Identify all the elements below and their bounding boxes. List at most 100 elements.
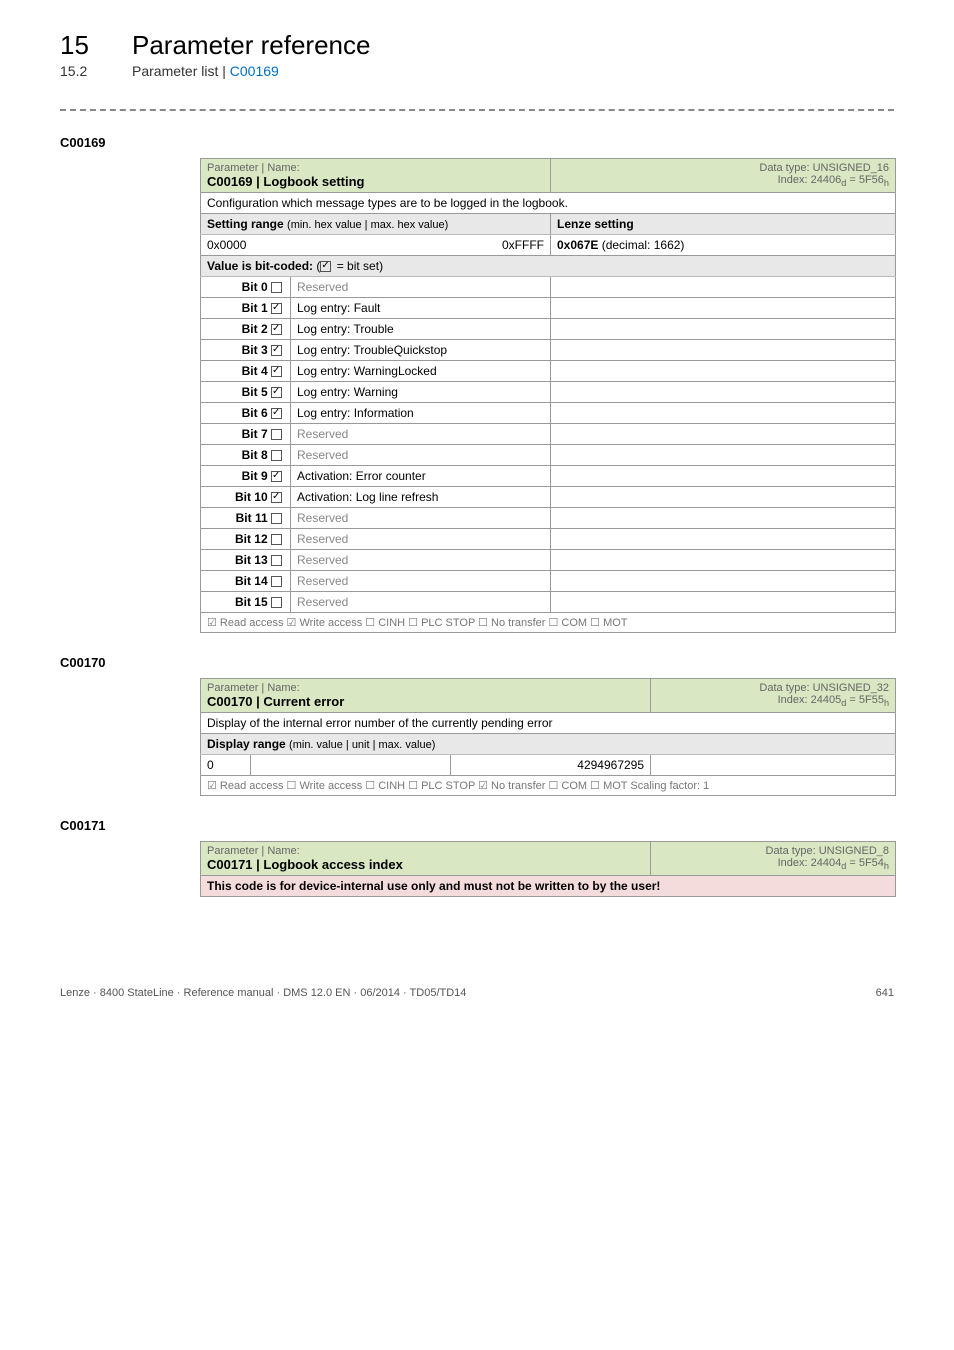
bit-text: Reserved: [291, 508, 551, 529]
bit-value: [551, 445, 896, 466]
display-max: 4294967295: [451, 755, 651, 776]
separator-dashes: [60, 99, 894, 111]
bit-label: Bit 6: [201, 403, 291, 424]
bit-text: Reserved: [291, 571, 551, 592]
bit-text: Activation: Error counter: [291, 466, 551, 487]
bit-checkbox: [271, 576, 282, 587]
bit-value: [551, 487, 896, 508]
chapter-number: 15: [60, 30, 132, 61]
bit-label: Bit 7: [201, 424, 291, 445]
param-header-left: Parameter | Name: C00169 | Logbook setti…: [201, 159, 551, 193]
bit-row: Bit 8 Reserved: [201, 445, 896, 466]
param-header-name: C00171 | Logbook access index: [207, 857, 644, 872]
param-header-name: C00170 | Current error: [207, 694, 644, 709]
bit-text: Log entry: Fault: [291, 298, 551, 319]
c00170-table-block: Parameter | Name: C00170 | Current error…: [200, 678, 894, 796]
c00170-code: C00170: [60, 655, 894, 670]
bit-value: [551, 424, 896, 445]
bit-value: [551, 298, 896, 319]
display-range-label: Display range (min. value | unit | max. …: [201, 734, 896, 755]
bit-checkbox: [271, 366, 282, 377]
bit-checkbox: [271, 345, 282, 356]
bit-label: Bit 10: [201, 487, 291, 508]
bit-checkbox: [271, 387, 282, 398]
bit-value: [551, 403, 896, 424]
bit-row: Bit 15 Reserved: [201, 592, 896, 613]
bit-row: Bit 6 Log entry: Information: [201, 403, 896, 424]
bit-label: Bit 1: [201, 298, 291, 319]
bit-checkbox: [271, 408, 282, 419]
bit-row: Bit 12 Reserved: [201, 529, 896, 550]
chapter-heading: 15 Parameter reference: [60, 30, 894, 61]
bit-value: [551, 529, 896, 550]
section-number: 15.2: [60, 63, 132, 79]
param-header-right: Data type: UNSIGNED_16 Index: 24406d = 5…: [551, 159, 896, 193]
bit-value: [551, 361, 896, 382]
c00171-table-block: Parameter | Name: C00171 | Logbook acces…: [200, 841, 894, 897]
bit-checkbox: [271, 429, 282, 440]
bit-row: Bit 0 Reserved: [201, 277, 896, 298]
data-type-line2: Index: 24406d = 5F56h: [557, 174, 889, 188]
param-header-toplabel: Parameter | Name:: [207, 845, 644, 857]
data-type-line2: Index: 24404d = 5F54h: [657, 857, 889, 871]
bit-row: Bit 2 Log entry: Trouble: [201, 319, 896, 340]
bit-checkbox: [271, 303, 282, 314]
bit-checkbox: [271, 492, 282, 503]
c00169-footer: ☑ Read access ☑ Write access ☐ CINH ☐ PL…: [201, 613, 896, 633]
bit-row: Bit 5 Log entry: Warning: [201, 382, 896, 403]
bit-value: [551, 277, 896, 298]
c00169-code: C00169: [60, 135, 894, 150]
footer-right: 641: [876, 987, 894, 999]
bit-value: [551, 319, 896, 340]
bit-value: [551, 466, 896, 487]
bit-checkbox: [271, 282, 282, 293]
bit-row: Bit 4 Log entry: WarningLocked: [201, 361, 896, 382]
param-header-name: C00169 | Logbook setting: [207, 174, 544, 189]
param-header-toplabel: Parameter | Name:: [207, 682, 644, 694]
c00171-code: C00171: [60, 818, 894, 833]
bit-text: Log entry: TroubleQuickstop: [291, 340, 551, 361]
hex-max: 0xFFFF: [291, 235, 551, 256]
bit-text: Reserved: [291, 445, 551, 466]
bit-row: Bit 14 Reserved: [201, 571, 896, 592]
bit-row: Bit 11 Reserved: [201, 508, 896, 529]
data-type-line1: Data type: UNSIGNED_16: [557, 162, 889, 174]
footer-left: Lenze · 8400 StateLine · Reference manua…: [60, 987, 466, 999]
lenze-setting-label: Lenze setting: [551, 214, 896, 235]
bit-value: [551, 340, 896, 361]
bit-label: Bit 5: [201, 382, 291, 403]
bit-label: Bit 4: [201, 361, 291, 382]
c00169-table: Parameter | Name: C00169 | Logbook setti…: [200, 158, 896, 633]
section-heading: 15.2 Parameter list | C00169: [60, 63, 894, 79]
bit-checkbox: [271, 513, 282, 524]
bit-text: Reserved: [291, 277, 551, 298]
c00169-desc: Configuration which message types are to…: [201, 193, 896, 214]
hex-setting: 0x067E (decimal: 1662): [551, 235, 896, 256]
bit-checkbox: [271, 555, 282, 566]
param-header-right: Data type: UNSIGNED_32 Index: 24405d = 5…: [651, 679, 896, 713]
bit-row: Bit 9 Activation: Error counter: [201, 466, 896, 487]
bit-text: Reserved: [291, 424, 551, 445]
bit-label: Bit 3: [201, 340, 291, 361]
section-link[interactable]: C00169: [230, 63, 279, 79]
bitcoded-label: Value is bit-coded: ( = bit set): [201, 256, 896, 277]
param-header-left: Parameter | Name: C00171 | Logbook acces…: [201, 842, 651, 876]
bit-row: Bit 1 Log entry: Fault: [201, 298, 896, 319]
c00169-table-block: Parameter | Name: C00169 | Logbook setti…: [200, 158, 894, 633]
param-header-toplabel: Parameter | Name:: [207, 162, 544, 174]
page-footer: Lenze · 8400 StateLine · Reference manua…: [60, 987, 894, 999]
bit-value: [551, 571, 896, 592]
data-type-line1: Data type: UNSIGNED_8: [657, 845, 889, 857]
bit-value: [551, 382, 896, 403]
bit-text: Reserved: [291, 550, 551, 571]
c00170-desc: Display of the internal error number of …: [201, 713, 896, 734]
c00170-footer: ☑ Read access ☐ Write access ☐ CINH ☐ PL…: [201, 776, 896, 796]
bit-text: Log entry: WarningLocked: [291, 361, 551, 382]
bit-label: Bit 2: [201, 319, 291, 340]
bit-label: Bit 0: [201, 277, 291, 298]
bit-value: [551, 508, 896, 529]
bit-value: [551, 550, 896, 571]
param-header-left: Parameter | Name: C00170 | Current error: [201, 679, 651, 713]
bit-checkbox: [271, 534, 282, 545]
param-header-right: Data type: UNSIGNED_8 Index: 24404d = 5F…: [651, 842, 896, 876]
